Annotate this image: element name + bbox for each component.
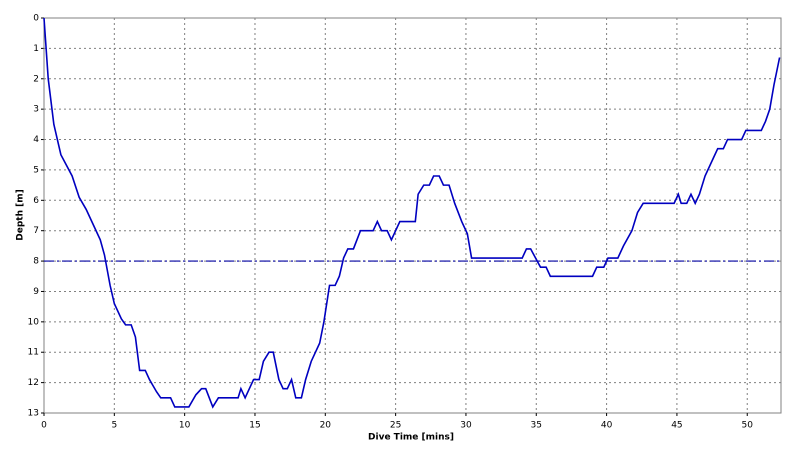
depth-line	[43, 17, 781, 409]
x-axis-label: Dive Time [mins]	[368, 433, 454, 443]
x-tick-label: 30	[460, 421, 472, 431]
y-tick-label: 7	[33, 226, 39, 236]
y-tick-label: 12	[28, 378, 39, 388]
x-tick-label: 45	[671, 421, 682, 431]
x-tick-label: 25	[390, 421, 401, 431]
y-tick-label: 3	[33, 105, 39, 115]
x-tick-label: 20	[320, 421, 332, 431]
y-tick-label: 8	[33, 257, 39, 267]
y-axis-label: Depth [m]	[16, 189, 26, 240]
y-tick-label: 4	[33, 135, 39, 145]
x-tick-label: 40	[601, 421, 613, 431]
y-tick-label: 13	[28, 409, 39, 419]
plot-frame	[43, 17, 782, 414]
y-tick-label: 2	[33, 74, 39, 84]
x-tick-label: 10	[179, 421, 191, 431]
y-tick-label: 9	[33, 287, 39, 297]
y-tick-label: 10	[28, 317, 40, 327]
y-tick-label: 5	[33, 165, 39, 175]
y-tick-label: 6	[33, 196, 39, 206]
x-tick-label: 5	[111, 421, 117, 431]
x-tick-label: 15	[249, 421, 260, 431]
y-tick-label: 0	[33, 14, 39, 24]
y-tick-label: 1	[33, 44, 39, 54]
x-tick-label: 50	[742, 421, 754, 431]
y-tick-label: 11	[28, 348, 39, 358]
x-tick-label: 0	[41, 421, 47, 431]
x-tick-label: 35	[531, 421, 542, 431]
